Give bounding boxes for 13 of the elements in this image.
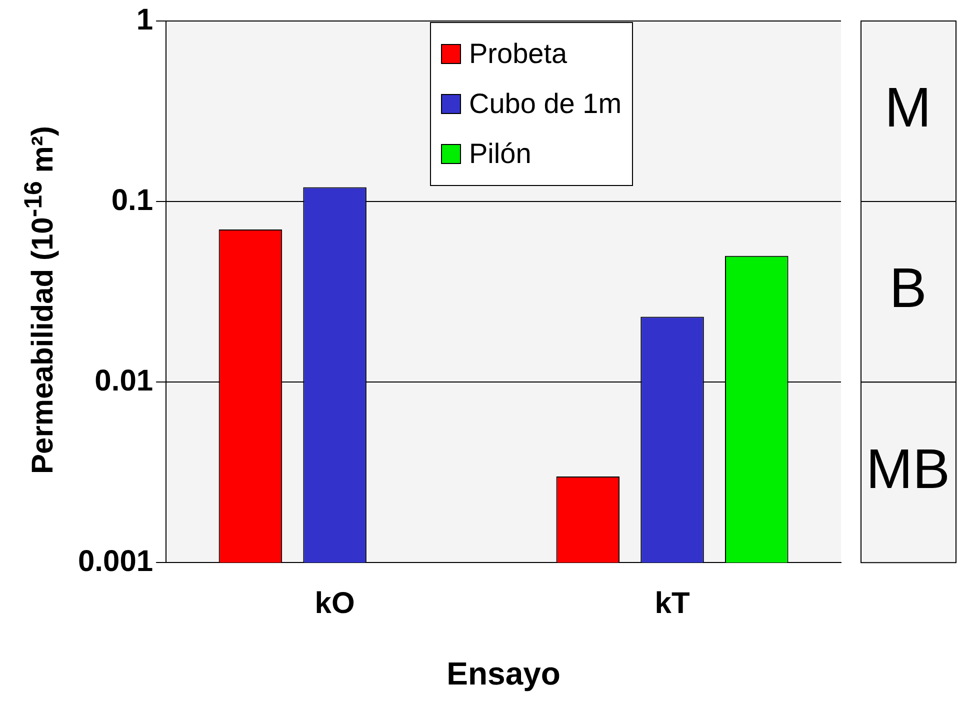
y-tick-label: 0.001 [78,544,154,578]
legend-label: Pilón [469,138,532,170]
band-label: MB [866,436,950,500]
x-tick-label: kT [654,586,690,620]
x-tick-label: kO [314,586,355,620]
y-tick-label: 0.1 [111,184,154,217]
legend-label: Cubo de 1m [469,88,622,120]
band-label: B [889,256,927,320]
y-tick-label: 1 [136,3,154,36]
band-label: M [884,76,932,139]
legend-label: Probeta [469,38,568,70]
x-axis-title: Ensayo [446,656,560,692]
y-tick-label: 0.01 [94,364,154,398]
